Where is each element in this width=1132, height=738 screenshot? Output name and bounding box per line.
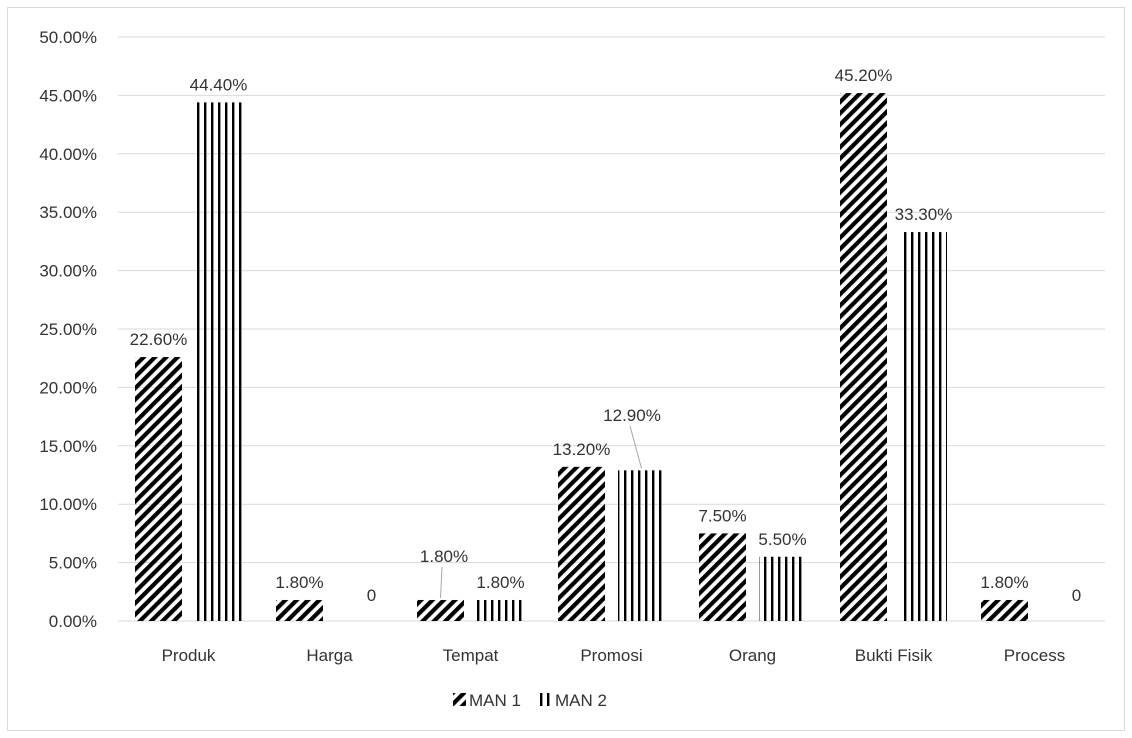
bars (135, 93, 1028, 621)
bar-man-2 (618, 470, 665, 621)
bar-man-1 (699, 533, 746, 621)
bar-man-2 (900, 232, 947, 621)
x-category-label: Process (1004, 646, 1065, 665)
x-category-label: Orang (729, 646, 776, 665)
data-label: 0 (1072, 586, 1081, 605)
data-label: 22.60% (130, 330, 188, 349)
data-label: 7.50% (698, 506, 746, 525)
data-label: 1.80% (275, 573, 323, 592)
data-label: 1.80% (980, 573, 1028, 592)
bar-man-2 (759, 556, 806, 621)
bar-man-1 (276, 599, 323, 621)
bar-man-1 (135, 357, 182, 621)
legend: MAN 1 MAN 2 (453, 691, 607, 710)
x-category-label: Produk (162, 646, 216, 665)
data-label: 13.20% (553, 440, 611, 459)
data-label: 1.80% (476, 573, 524, 592)
data-labels: 22.60% 44.40% 1.80% 0 1.80% 1.80% 13.20% 12.90%… (130, 66, 1082, 605)
bar-man-2 (195, 102, 242, 621)
data-label: 44.40% (190, 75, 248, 94)
bar-man-1 (558, 466, 605, 621)
legend-label: MAN 2 (555, 691, 607, 710)
data-label: 33.30% (895, 205, 953, 224)
bar-man-1 (417, 599, 464, 621)
y-tick-label: 20.00% (39, 378, 97, 397)
y-tick-label: 45.00% (39, 86, 97, 105)
data-label: 1.80% (420, 547, 468, 566)
y-tick-label: 30.00% (39, 262, 97, 281)
y-tick-label: 10.00% (39, 495, 97, 514)
bar-man-1 (840, 93, 887, 621)
y-tick-label: 35.00% (39, 203, 97, 222)
x-category-label: Tempat (443, 646, 499, 665)
x-axis-categories: Produk Harga Tempat Promosi Orang Bukti Fisik… (162, 646, 1066, 665)
legend-label: MAN 1 (469, 691, 521, 710)
data-label: 0 (367, 586, 376, 605)
bar-man-1 (981, 599, 1028, 621)
leader-line (440, 566, 443, 599)
y-tick-label: 50.00% (39, 28, 97, 47)
leader-lines (440, 425, 642, 599)
legend-swatch (453, 693, 466, 706)
x-category-label: Bukti Fisik (855, 646, 933, 665)
y-tick-label: 15.00% (39, 437, 97, 456)
legend-swatch (539, 693, 552, 706)
y-tick-label: 5.00% (49, 554, 97, 573)
y-tick-label: 40.00% (39, 145, 97, 164)
data-label: 45.20% (835, 66, 893, 85)
x-category-label: Harga (306, 646, 353, 665)
data-label: 12.90% (603, 406, 661, 425)
bar-man-2 (477, 599, 524, 621)
x-category-label: Promosi (580, 646, 642, 665)
y-axis-ticks: 0.00% 5.00% 10.00% 15.00% 20.00% 25.00% 30.00%… (39, 28, 97, 631)
y-tick-label: 25.00% (39, 320, 97, 339)
data-label: 5.50% (758, 530, 806, 549)
leader-line (629, 425, 642, 469)
y-tick-label: 0.00% (49, 612, 97, 631)
